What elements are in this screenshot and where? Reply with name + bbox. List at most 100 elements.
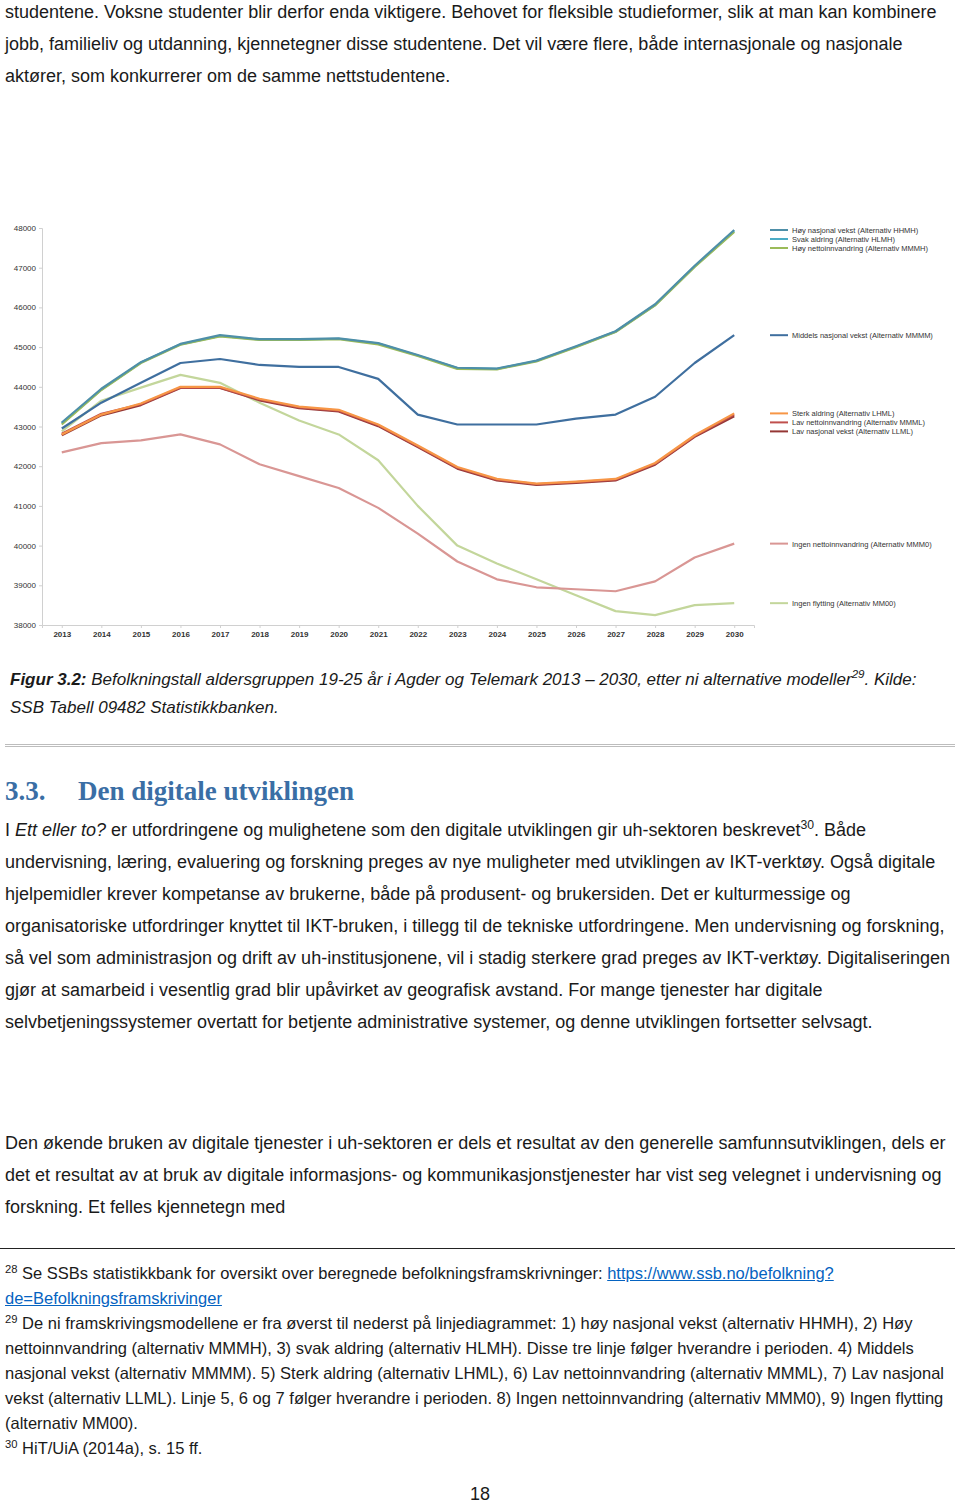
legend-item: Lav nettoinnvandring (Alternativ MMML) <box>770 418 925 427</box>
legend-item: Middels nasjonal vekst (Alternativ MMMM) <box>770 331 933 340</box>
tick: 2024 <box>488 625 506 639</box>
tick-mark <box>655 625 656 628</box>
tick-label: 2028 <box>647 630 665 639</box>
footnote-number: 30 <box>5 1438 17 1450</box>
tick-mark <box>180 625 181 628</box>
tick-mark <box>339 625 340 628</box>
tick-mark <box>39 427 42 428</box>
legend-item: Lav nasjonal vekst (Alternativ LLML) <box>770 427 913 436</box>
text-run: Den økende bruken av digitale tjenester … <box>5 1133 946 1217</box>
legend-label: Svak aldring (Alternativ HLMH) <box>792 235 895 244</box>
tick-label: 47000 <box>14 264 37 273</box>
text-run: Ett eller to? <box>15 820 106 840</box>
section-title: Den digitale utviklingen <box>78 776 354 806</box>
legend-swatch <box>770 238 788 240</box>
tick-label: 2030 <box>726 630 744 639</box>
tick-label: 2019 <box>291 630 309 639</box>
tick-mark <box>39 387 42 388</box>
tick-mark <box>497 625 498 628</box>
tick: 2015 <box>132 625 150 639</box>
tick-label: 2024 <box>488 630 506 639</box>
section-heading: 3.3.Den digitale utviklingen <box>5 776 354 807</box>
legend-swatch <box>770 602 788 604</box>
tick: 2026 <box>568 625 586 639</box>
page-number: 18 <box>0 1484 960 1505</box>
footnote: 28 Se SSBs statistikkbank for oversikt o… <box>5 1261 950 1311</box>
tick: 43000 <box>14 423 42 432</box>
tick-mark <box>260 625 261 628</box>
tick-label: 2027 <box>607 630 625 639</box>
tick-mark <box>141 625 142 628</box>
tick-label: 2013 <box>53 630 71 639</box>
legend-swatch <box>770 543 788 545</box>
tick: 45000 <box>14 343 42 352</box>
legend-item: Ingen flytting (Alternativ MM00) <box>770 599 896 608</box>
tick: 47000 <box>14 264 42 273</box>
tick-label: 42000 <box>14 462 37 471</box>
tick-label: 2022 <box>409 630 427 639</box>
tick-label: 45000 <box>14 343 37 352</box>
series-line <box>62 231 734 423</box>
legend-label: Middels nasjonal vekst (Alternativ MMMM) <box>792 331 933 340</box>
legend-item: Høy nasjonal vekst (Alternativ HHMH) <box>770 226 919 235</box>
tick-label: 2023 <box>449 630 467 639</box>
tick: 48000 <box>14 224 42 233</box>
tick-label: 39000 <box>14 581 37 590</box>
tick-mark <box>39 228 42 229</box>
tick: 2013 <box>53 625 71 639</box>
tick-mark <box>39 466 42 467</box>
tick: 2030 <box>726 625 744 639</box>
tick: 39000 <box>14 581 42 590</box>
text-run: er utfordringene og mulighetene som den … <box>106 820 800 840</box>
tick: 2028 <box>647 625 665 639</box>
tick-mark <box>299 625 300 628</box>
text-run: HiT/UiA (2014a), s. 15 ff. <box>17 1439 202 1457</box>
tick-label: 2020 <box>330 630 348 639</box>
tick-mark <box>39 585 42 586</box>
tick-mark <box>39 347 42 348</box>
text-run: De ni framskrivingsmodellene er fra øver… <box>5 1314 944 1432</box>
tick-mark <box>536 625 537 628</box>
legend: Høy nasjonal vekst (Alternativ HHMH)Høy … <box>770 226 933 608</box>
tick: 2027 <box>607 625 625 639</box>
tick: 40000 <box>14 542 42 551</box>
tick-mark <box>695 625 696 628</box>
tick-label: 2018 <box>251 630 269 639</box>
legend-swatch <box>770 334 788 336</box>
tick-label: 2021 <box>370 630 388 639</box>
tick-mark <box>101 625 102 628</box>
legend-swatch <box>770 430 788 432</box>
series-line <box>62 388 734 485</box>
footnote-number: 29 <box>5 1313 17 1325</box>
tick-label: 46000 <box>14 303 37 312</box>
axis-line <box>39 229 43 626</box>
tick: 2023 <box>449 625 467 639</box>
tick-label: 2017 <box>212 630 230 639</box>
series-line <box>62 232 734 425</box>
series-line <box>62 387 734 484</box>
tick: 2025 <box>528 625 546 639</box>
x-axis: 2013201420152016201720182019202020212022… <box>43 625 755 639</box>
legend-swatch <box>770 247 788 249</box>
text-run: studentene. Voksne studenter blir derfor… <box>5 2 937 86</box>
footnotes: 28 Se SSBs statistikkbank for oversikt o… <box>5 1261 950 1461</box>
legend-item: Sterk aldring (Alternativ LHML) <box>770 409 895 418</box>
tick: 41000 <box>14 502 42 511</box>
tick-label: 2026 <box>568 630 586 639</box>
tick-label: 2029 <box>686 630 704 639</box>
tick: 2014 <box>93 625 111 639</box>
tick: 2029 <box>686 625 704 639</box>
tick: 2020 <box>330 625 348 639</box>
tick: 2021 <box>370 625 388 639</box>
tick: 2017 <box>212 625 230 639</box>
tick: 42000 <box>14 462 42 471</box>
tick-label: 40000 <box>14 542 37 551</box>
legend-swatch <box>770 229 788 231</box>
tick-label: 2014 <box>93 630 111 639</box>
tick-mark <box>39 625 42 626</box>
y-axis: 3800039000400004100042000430004400045000… <box>14 224 43 630</box>
tick-label: 41000 <box>14 502 37 511</box>
plot-area <box>62 230 734 615</box>
text-run: . Både undervisning, læring, evaluering … <box>5 820 950 1032</box>
footnote-number: 28 <box>5 1263 17 1275</box>
